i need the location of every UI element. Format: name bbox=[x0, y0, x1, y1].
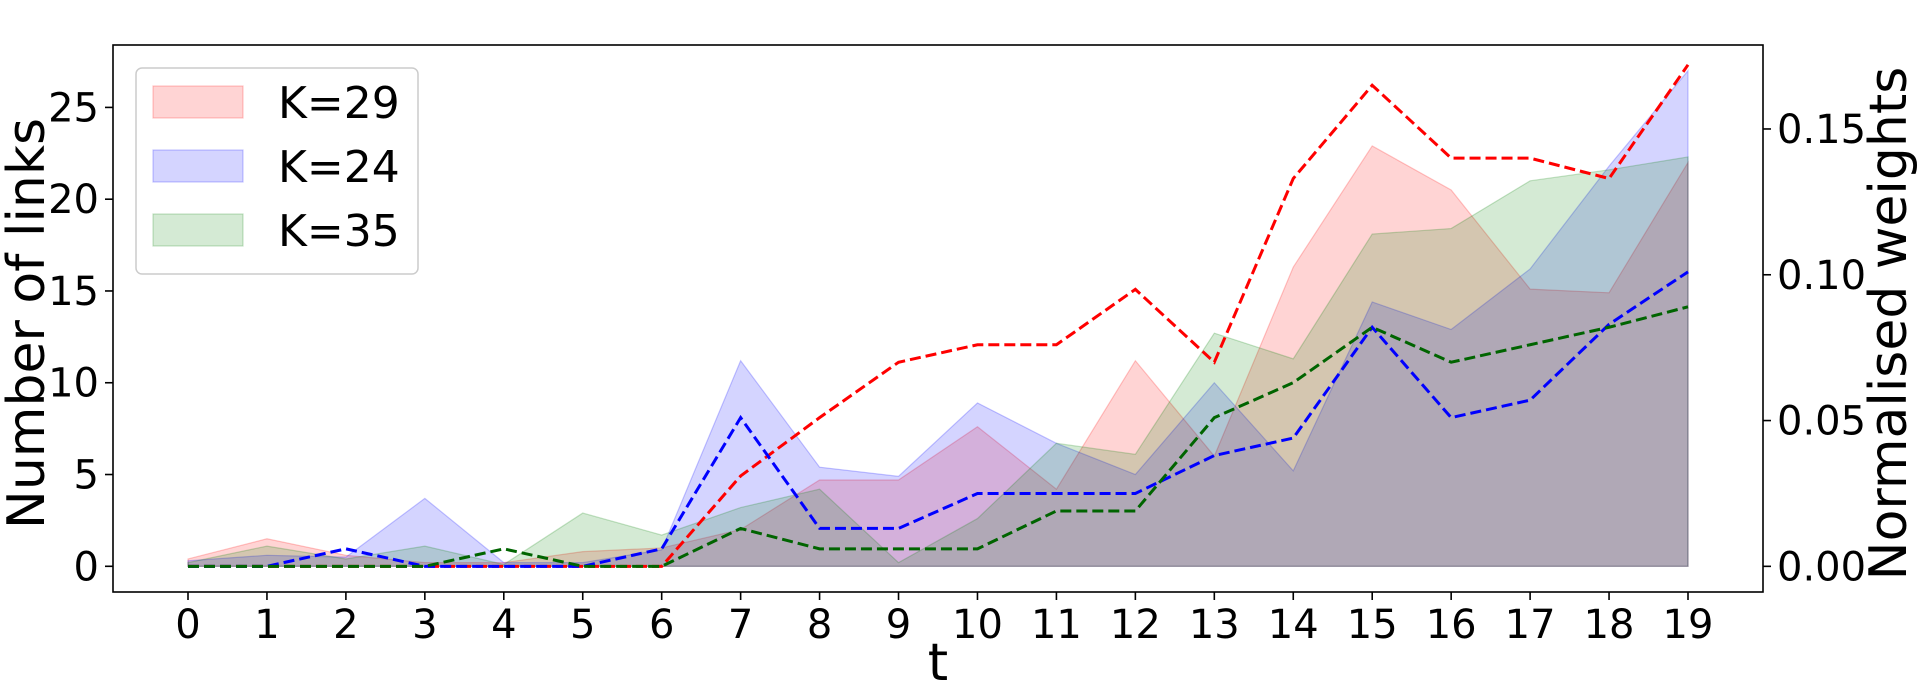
weight-line-5 bbox=[188, 305, 1689, 568]
x-tick-label: 14 bbox=[1268, 602, 1319, 648]
x-tick-label: 1 bbox=[254, 602, 279, 648]
y-tick-label: 25 bbox=[48, 85, 99, 131]
x-tick-label: 9 bbox=[886, 602, 911, 648]
x-tick-label: 8 bbox=[807, 602, 832, 648]
x-tick-label: 2 bbox=[333, 602, 358, 648]
x-tick-label: 17 bbox=[1505, 602, 1556, 648]
y-tick-label: 5 bbox=[74, 453, 99, 499]
legend-label-k29: K=29 bbox=[278, 78, 400, 129]
x-tick-label: 12 bbox=[1110, 602, 1161, 648]
legend-label-k24: K=24 bbox=[278, 142, 400, 193]
weight-line-3 bbox=[188, 63, 1690, 568]
x-tick-label: 5 bbox=[570, 602, 595, 648]
x-tick-label: 15 bbox=[1347, 602, 1398, 648]
x-tick-label: 11 bbox=[1031, 602, 1082, 648]
y-tick-label: 10 bbox=[48, 361, 99, 407]
weight-line-4 bbox=[188, 270, 1689, 568]
x-axis: 0 1 2 3 4 5 6 7 8 9 10 11 12 13 14 15 16 17 18 19 bbox=[175, 592, 1713, 648]
y-tick-label: 20 bbox=[48, 177, 99, 223]
x-tick-label: 10 bbox=[952, 602, 1003, 648]
x-tick-label: 18 bbox=[1584, 602, 1635, 648]
area-k35 bbox=[187, 156, 1689, 567]
y-tick-label: 15 bbox=[48, 269, 99, 315]
line-series-group bbox=[188, 63, 1690, 568]
legend-label-k35: K=35 bbox=[278, 206, 400, 257]
y2-axis-label: Normalised weights bbox=[1859, 67, 1917, 581]
y2-tick-label: 0.15 bbox=[1777, 107, 1866, 153]
y2-tick-label: 0.10 bbox=[1777, 253, 1866, 299]
legend-swatch-k24 bbox=[152, 149, 244, 183]
legend-swatch-k29 bbox=[152, 85, 244, 119]
y-axis-right: 0.00 0.05 0.10 0.15 bbox=[1763, 107, 1866, 590]
plot-frame bbox=[112, 44, 1764, 593]
x-tick-label: 3 bbox=[412, 602, 437, 648]
x-axis-label: t bbox=[928, 633, 948, 691]
x-tick-label: 19 bbox=[1663, 602, 1714, 648]
y-axis-left: 0 5 10 15 20 25 bbox=[48, 85, 113, 590]
x-tick-label: 4 bbox=[491, 602, 516, 648]
x-tick-label: 16 bbox=[1426, 602, 1477, 648]
x-tick-label: 13 bbox=[1189, 602, 1240, 648]
x-tick-label: 6 bbox=[649, 602, 674, 648]
y-axis-label: Number of links bbox=[0, 118, 57, 529]
y2-tick-label: 0.00 bbox=[1777, 544, 1866, 590]
y2-tick-label: 0.05 bbox=[1777, 399, 1866, 445]
legend-swatch-k35 bbox=[152, 213, 244, 247]
y-tick-label: 0 bbox=[74, 544, 99, 590]
area-k24 bbox=[187, 69, 1689, 567]
x-tick-label: 0 bbox=[175, 602, 200, 648]
x-tick-label: 7 bbox=[728, 602, 753, 648]
legend: K=29 K=24 K=35 bbox=[135, 67, 419, 275]
legend-box bbox=[135, 67, 419, 275]
